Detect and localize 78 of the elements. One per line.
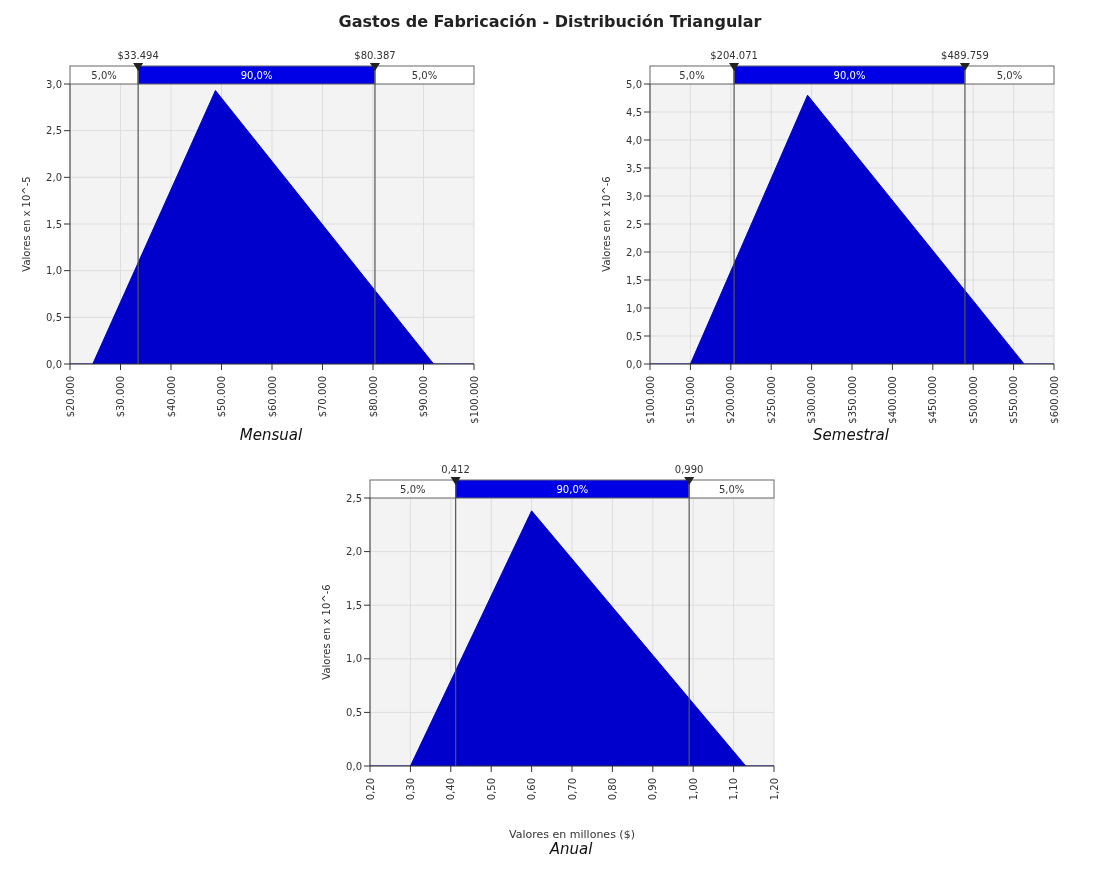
- y-tick-label: 0,5: [46, 311, 62, 323]
- y-tick-label: 2,0: [46, 171, 62, 183]
- x-tick-label: $40.000: [165, 376, 177, 418]
- x-tick-label: $400.000: [886, 376, 898, 424]
- text: 5,0%: [411, 69, 438, 81]
- x-tick-label: 0,80: [606, 778, 618, 801]
- x-axis-title: Valores en millones ($): [509, 828, 635, 841]
- x-tick-label: $550.000: [1008, 376, 1020, 424]
- ref-line-label: 0,412: [441, 464, 470, 475]
- x-tick-label: $150.000: [684, 376, 696, 424]
- text: 90,0%: [833, 69, 866, 81]
- x-tick-label: $50.000: [216, 376, 227, 418]
- x-tick-label: $90.000: [418, 376, 429, 418]
- ref-line-label: $80.387: [354, 50, 396, 61]
- x-tick-label: $30.000: [115, 376, 126, 418]
- ref-line-label: $489.759: [941, 50, 989, 61]
- y-tick-label: 0,0: [46, 358, 62, 370]
- y-tick-label: 3,5: [626, 162, 642, 174]
- x-tick-label: 0,50: [485, 778, 497, 801]
- y-tick-label: 0,0: [346, 760, 362, 772]
- text: Mensual: [238, 426, 304, 444]
- y-tick-label: 1,0: [626, 302, 642, 314]
- x-tick-label: $600.000: [1048, 376, 1060, 424]
- text: 5,0%: [718, 483, 745, 495]
- ref-line-label: $33.494: [117, 50, 159, 61]
- text: 90,0%: [556, 483, 589, 495]
- y-tick-label: 2,5: [346, 492, 362, 504]
- x-tick-label: $60.000: [266, 376, 278, 418]
- x-tick-label: 1,10: [728, 778, 740, 801]
- y-tick-label: 3,0: [46, 78, 62, 90]
- x-tick-label: $250.000: [765, 376, 777, 424]
- x-tick-label: 0,20: [364, 778, 376, 801]
- text: Anual: [548, 840, 594, 858]
- y-tick-label: 1,5: [346, 599, 362, 611]
- y-tick-label: 2,0: [346, 546, 362, 558]
- y-axis-title: Valores en x 10^-6: [320, 584, 332, 680]
- x-tick-label: $100.000: [644, 376, 656, 424]
- y-tick-label: 0,5: [346, 706, 362, 718]
- y-tick-label: 2,5: [626, 218, 642, 230]
- y-axis-title: Valores en x 10^-6: [600, 176, 612, 272]
- y-axis-title: Valores en x 10^-5: [20, 176, 32, 272]
- text: 5,0%: [91, 69, 117, 81]
- x-tick-label: $80.000: [367, 376, 379, 418]
- x-tick-label: $100.000: [468, 376, 480, 424]
- text: 5,0%: [996, 69, 1023, 81]
- x-tick-label: $300.000: [806, 376, 818, 424]
- ref-line-label: 0,990: [674, 464, 704, 475]
- y-tick-label: 0,5: [626, 330, 642, 342]
- x-tick-label: 1,00: [687, 778, 699, 801]
- x-tick-label: 0,70: [566, 778, 578, 801]
- text: 90,0%: [240, 69, 273, 81]
- text: Semestral: [812, 426, 890, 444]
- y-tick-label: 1,0: [46, 265, 62, 277]
- x-tick-label: 0,60: [526, 778, 538, 801]
- x-tick-label: $450.000: [927, 376, 939, 424]
- x-tick-label: 0,40: [445, 778, 457, 801]
- text: Gastos de Fabricación - Distribución Triangular: [337, 12, 763, 31]
- y-tick-label: 5,0: [626, 78, 642, 90]
- y-tick-label: 4,0: [626, 134, 642, 146]
- y-tick-label: 0,0: [626, 358, 642, 370]
- text: 5,0%: [679, 69, 705, 81]
- x-tick-label: $350.000: [846, 376, 858, 424]
- x-tick-label: $70.000: [317, 376, 328, 418]
- x-tick-label: 1,20: [768, 778, 780, 801]
- y-tick-label: 1,5: [626, 274, 642, 286]
- ref-line-label: $204.071: [710, 50, 758, 61]
- y-tick-label: 3,0: [626, 190, 642, 202]
- x-tick-label: 0,90: [647, 778, 659, 801]
- x-tick-label: $20.000: [64, 376, 76, 418]
- y-tick-label: 1,0: [346, 653, 362, 665]
- x-tick-label: $200.000: [725, 376, 737, 424]
- x-tick-label: 0,30: [404, 778, 416, 801]
- x-tick-label: $500.000: [967, 376, 979, 424]
- text: 5,0%: [400, 483, 426, 495]
- y-tick-label: 4,5: [626, 106, 642, 118]
- y-tick-label: 1,5: [46, 218, 62, 230]
- y-tick-label: 2,0: [626, 246, 642, 258]
- y-tick-label: 2,5: [46, 125, 62, 137]
